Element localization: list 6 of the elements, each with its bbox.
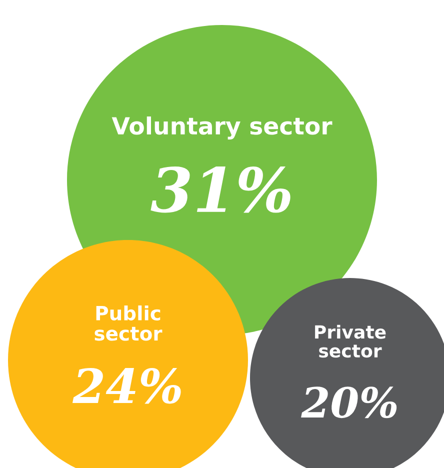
data-label: 24% xyxy=(72,368,181,404)
data-label: 20% xyxy=(301,386,397,418)
category-label: Public sector xyxy=(94,305,162,341)
category-label: Private sector xyxy=(315,324,386,358)
data-label: 31% xyxy=(150,166,290,213)
category-label: Voluntary sector xyxy=(112,116,332,140)
